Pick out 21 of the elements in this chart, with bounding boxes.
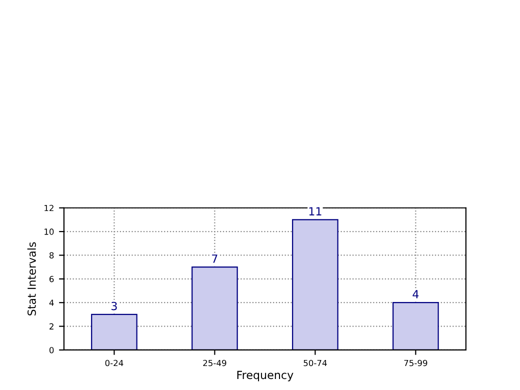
- data-label: 7: [212, 254, 218, 263]
- y-tick-label: 4: [49, 300, 54, 306]
- bar: [91, 314, 138, 350]
- y-tick-label: 8: [50, 252, 54, 259]
- y-tick-label: 6: [50, 276, 54, 282]
- y-tick-label: 2: [50, 323, 54, 330]
- y-tick-label: 12: [44, 204, 54, 212]
- data-label: 4: [412, 290, 419, 298]
- data-label: 11: [309, 207, 322, 216]
- y-axis-title: Stat Intervals: [27, 242, 36, 316]
- x-tick-label: 75-99: [404, 360, 428, 366]
- bar: [192, 266, 238, 350]
- bar: [292, 219, 338, 350]
- bar: [392, 302, 439, 350]
- x-tick-label: 25-49: [203, 360, 226, 366]
- y-tick-label: 10: [44, 228, 54, 235]
- y-tick-label: 0: [49, 346, 54, 354]
- data-label: 3: [112, 302, 117, 310]
- x-axis-title: Frequency: [237, 370, 294, 382]
- x-tick-label: 0-24: [105, 360, 124, 366]
- x-tick-label: 50-74: [304, 360, 327, 366]
